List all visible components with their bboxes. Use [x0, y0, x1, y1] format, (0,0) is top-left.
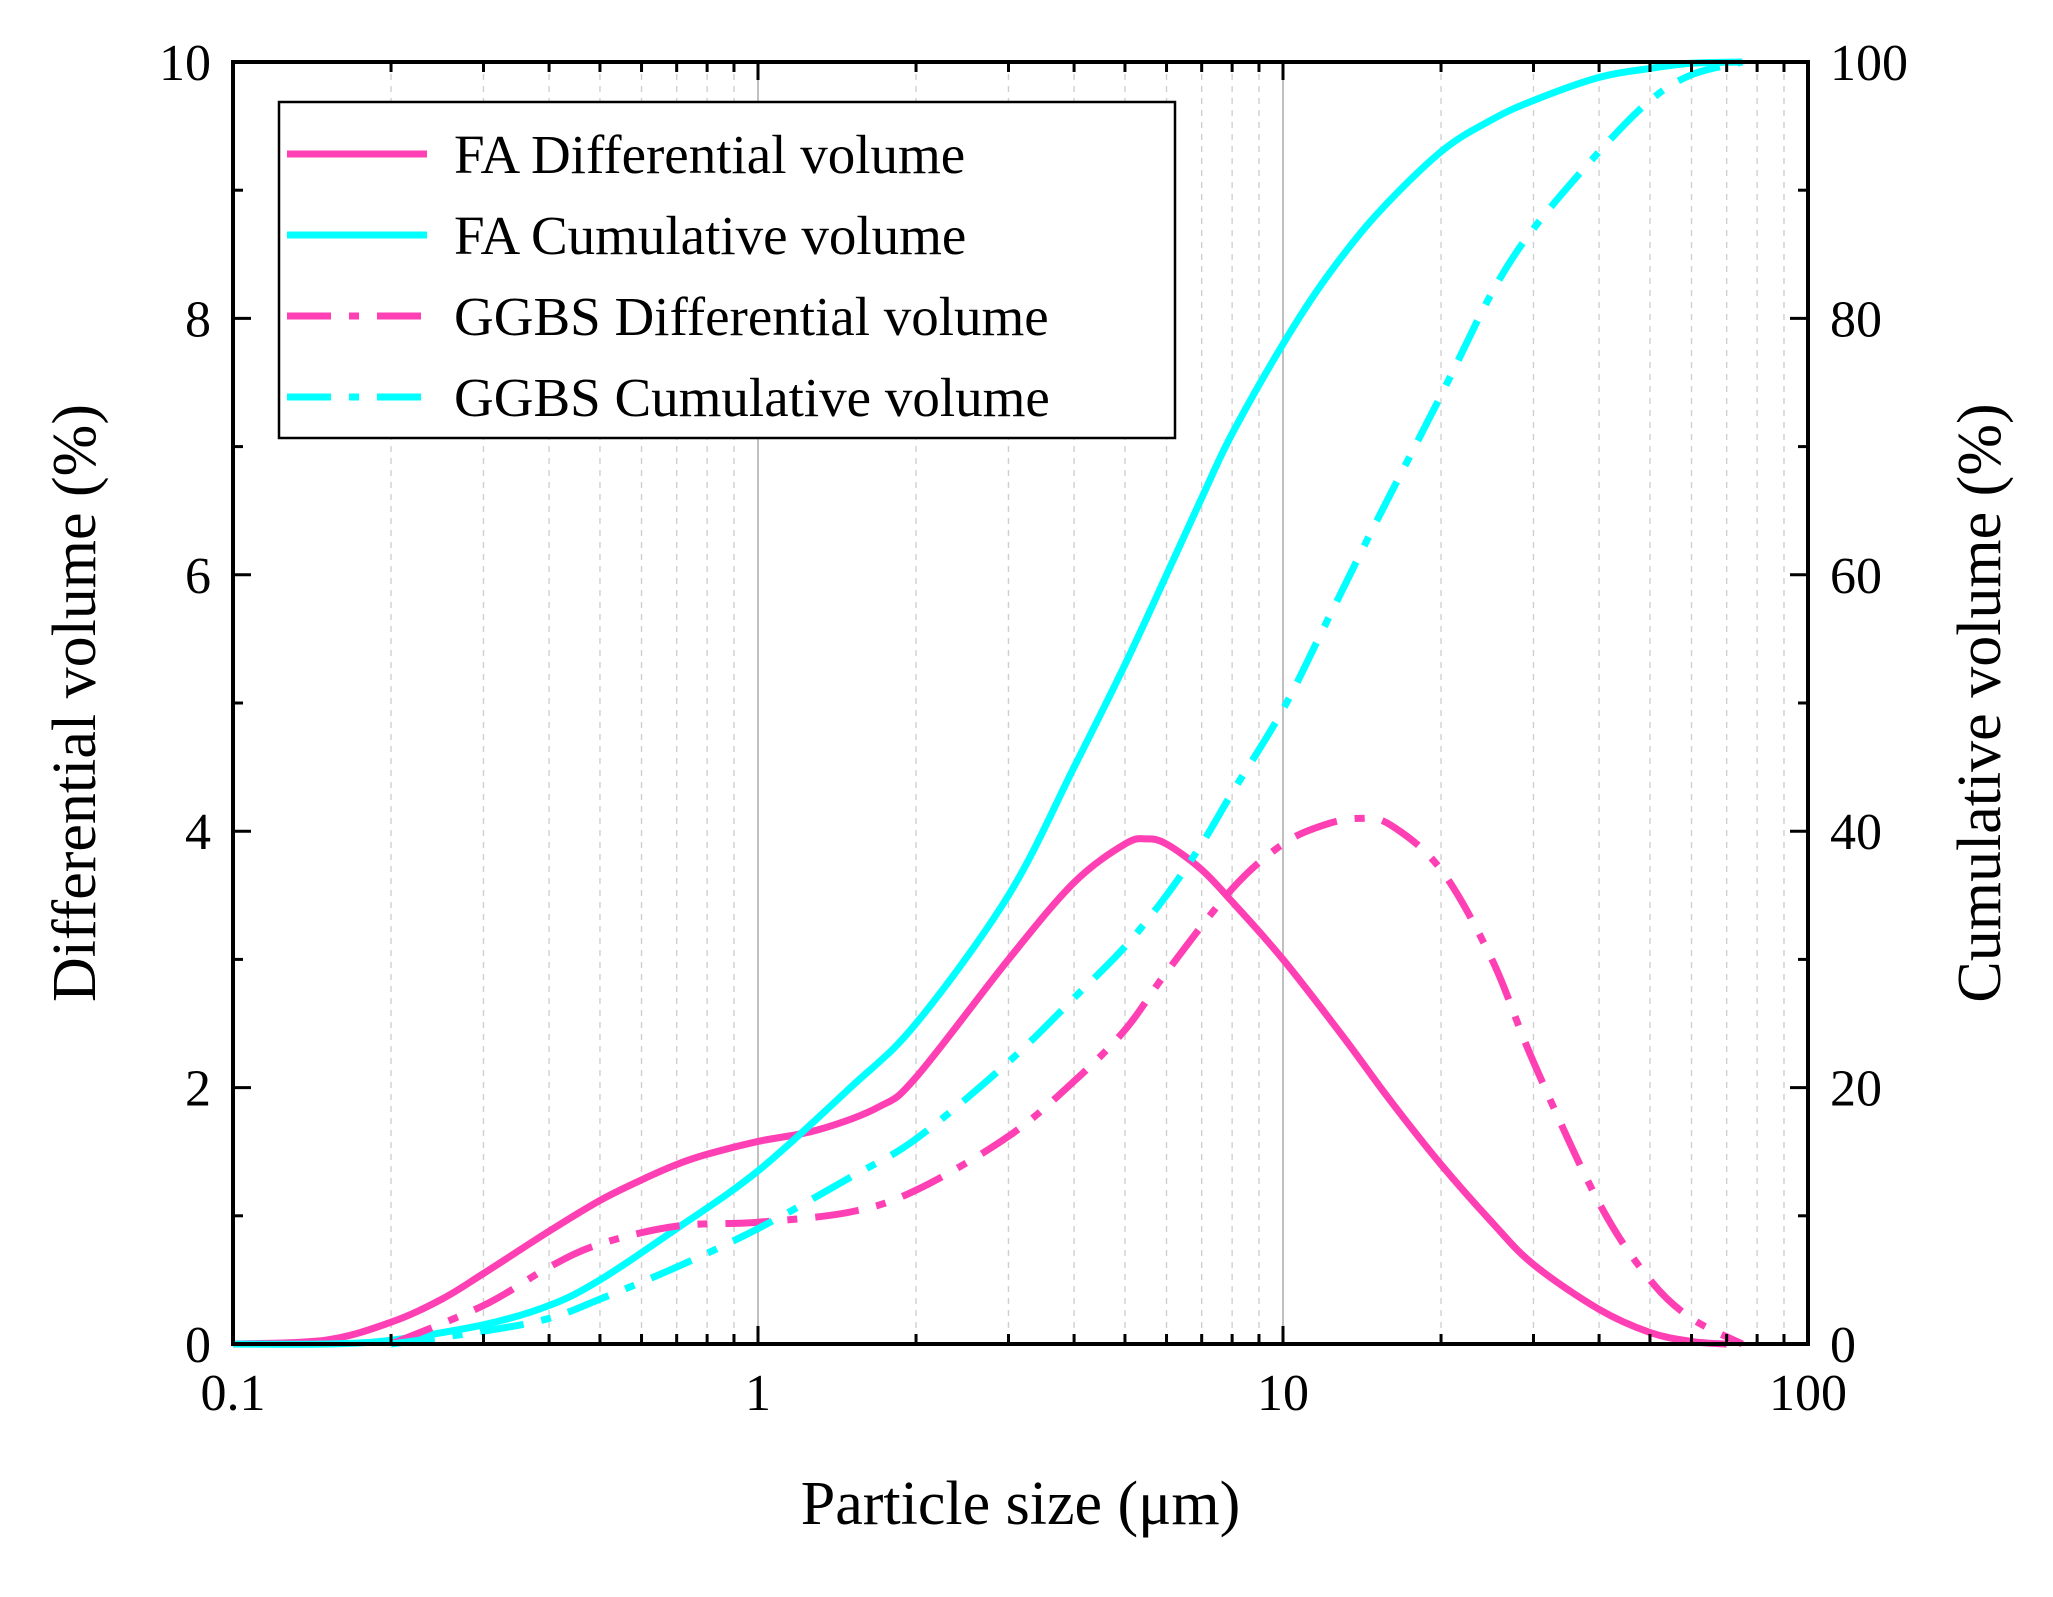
series-line-ggbs-differential-volume	[389, 814, 1744, 1348]
y-axis-title: Differential volume (%)	[41, 404, 109, 1002]
x-tick-label: 10	[1257, 1365, 1309, 1422]
y2-tick-label: 60	[1830, 548, 1882, 605]
y2-tick-label: 100	[1830, 35, 1908, 92]
y-tick-label: 6	[185, 548, 211, 605]
legend-box	[277, 100, 1177, 440]
series-line-fa-differential-volume	[232, 835, 1727, 1348]
x-tick-label: 100	[1769, 1365, 1847, 1422]
grid-lines	[390, 62, 1785, 1344]
y-tick-label: 10	[159, 35, 211, 92]
legend-label: GGBS Cumulative volume	[454, 367, 1050, 428]
x-tick-label: 0.1	[201, 1365, 266, 1422]
y-tick-label: 4	[185, 804, 211, 861]
legend-label: FA Differential volume	[454, 124, 965, 185]
y-tick-label: 0	[185, 1317, 211, 1374]
y2-tick-label: 20	[1830, 1061, 1882, 1118]
legend: FA Differential volume FA Cumulative volu…	[277, 100, 1177, 440]
y-tick-label: 8	[185, 291, 211, 348]
axis-ticks	[231, 60, 1810, 1346]
series-lines	[232, 58, 1744, 1348]
x-axis-title: Particle size (μm)	[801, 1470, 1241, 1538]
y2-tick-label: 40	[1830, 804, 1882, 861]
y-tick-label: 2	[185, 1061, 211, 1118]
series-line-fa-cumulative-volume	[232, 58, 1743, 1348]
series-line-ggbs-cumulative-volume	[390, 58, 1744, 1348]
y2-axis-title: Cumulative volume (%)	[1946, 403, 2014, 1002]
y2-tick-label: 0	[1830, 1317, 1856, 1374]
x-tick-label: 1	[745, 1365, 771, 1422]
y2-tick-label: 80	[1830, 291, 1882, 348]
legend-label: GGBS Differential volume	[454, 286, 1049, 347]
legend-label: FA Cumulative volume	[454, 205, 966, 266]
